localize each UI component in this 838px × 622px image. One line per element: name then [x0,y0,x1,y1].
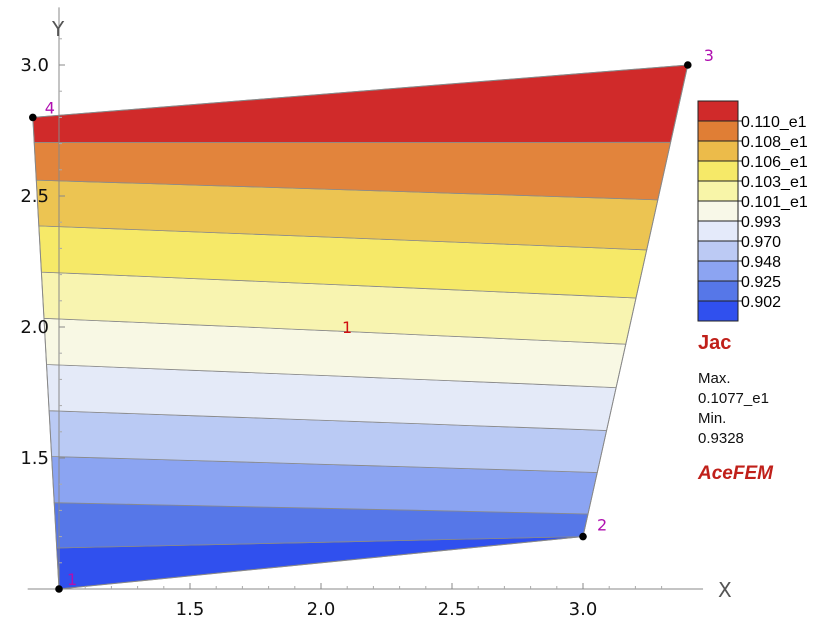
x-tick-label: 2.5 [438,599,467,620]
legend-swatch [697,100,739,122]
x-tick-label: 1.5 [176,599,205,620]
legend-swatch [697,180,739,202]
node-point [579,532,587,541]
legend-label: 0.106_e1 [741,154,808,171]
min-label: Min. [698,410,727,427]
legend-swatch [697,240,739,262]
legend-label: 0.103_e1 [741,174,808,191]
max-label: Max. [698,370,731,387]
legend-swatch [697,280,739,302]
color-legend: 0.110_e1 0.108_e1 0.106_e1 0.103_e1 0.101_e1… [697,100,808,322]
legend-label: 0.110_e1 [741,114,807,131]
contour-bands [32,64,689,590]
legend-swatch [697,220,739,242]
brand-logo-text: AceFEM [698,463,773,484]
legend-label: 0.970 [741,234,781,251]
node-label: 3 [704,46,714,65]
min-value: 0.9328 [698,430,744,447]
y-tick-label: 1.5 [20,448,49,469]
axis-ticks: 1.5 2.0 2.5 3.0 1.5 2.0 2.5 3.0 [20,38,663,620]
legend-label: 0.925 [741,274,781,291]
node-label: 4 [45,98,55,117]
node-point [684,61,692,69]
node-point [55,585,63,593]
legend-swatch [697,300,739,322]
y-tick-label: 3.0 [20,55,49,76]
max-value: 0.1077_e1 [698,390,769,407]
node-label: 1 [67,570,77,589]
variable-name: Jac [698,332,732,354]
x-tick-label: 3.0 [569,599,598,620]
node-label: 2 [597,516,607,535]
element-nodes: 1 2 3 4 [29,46,714,593]
y-axis-label: Y [51,17,65,41]
result-info-panel: Jac Max. 0.1077_e1 Min. 0.9328 AceFEM [698,332,828,485]
legend-label: 0.101_e1 [741,194,808,211]
legend-label: 0.993 [741,214,781,231]
legend-label: 0.108_e1 [741,134,808,151]
x-axis-label: X [718,578,732,602]
element-label: 1 [342,318,352,337]
legend-swatch [697,120,739,142]
node-point [29,113,37,122]
contour-band [32,64,689,143]
legend-swatch [697,200,739,222]
y-tick-label: 2.0 [20,317,49,338]
x-tick-label: 2.0 [307,599,336,620]
legend-swatch [697,260,739,282]
legend-swatch [697,160,739,182]
y-tick-label: 2.5 [20,186,49,207]
legend-label: 0.948 [741,254,781,271]
legend-swatch [697,140,739,162]
legend-label: 0.902 [741,294,781,311]
